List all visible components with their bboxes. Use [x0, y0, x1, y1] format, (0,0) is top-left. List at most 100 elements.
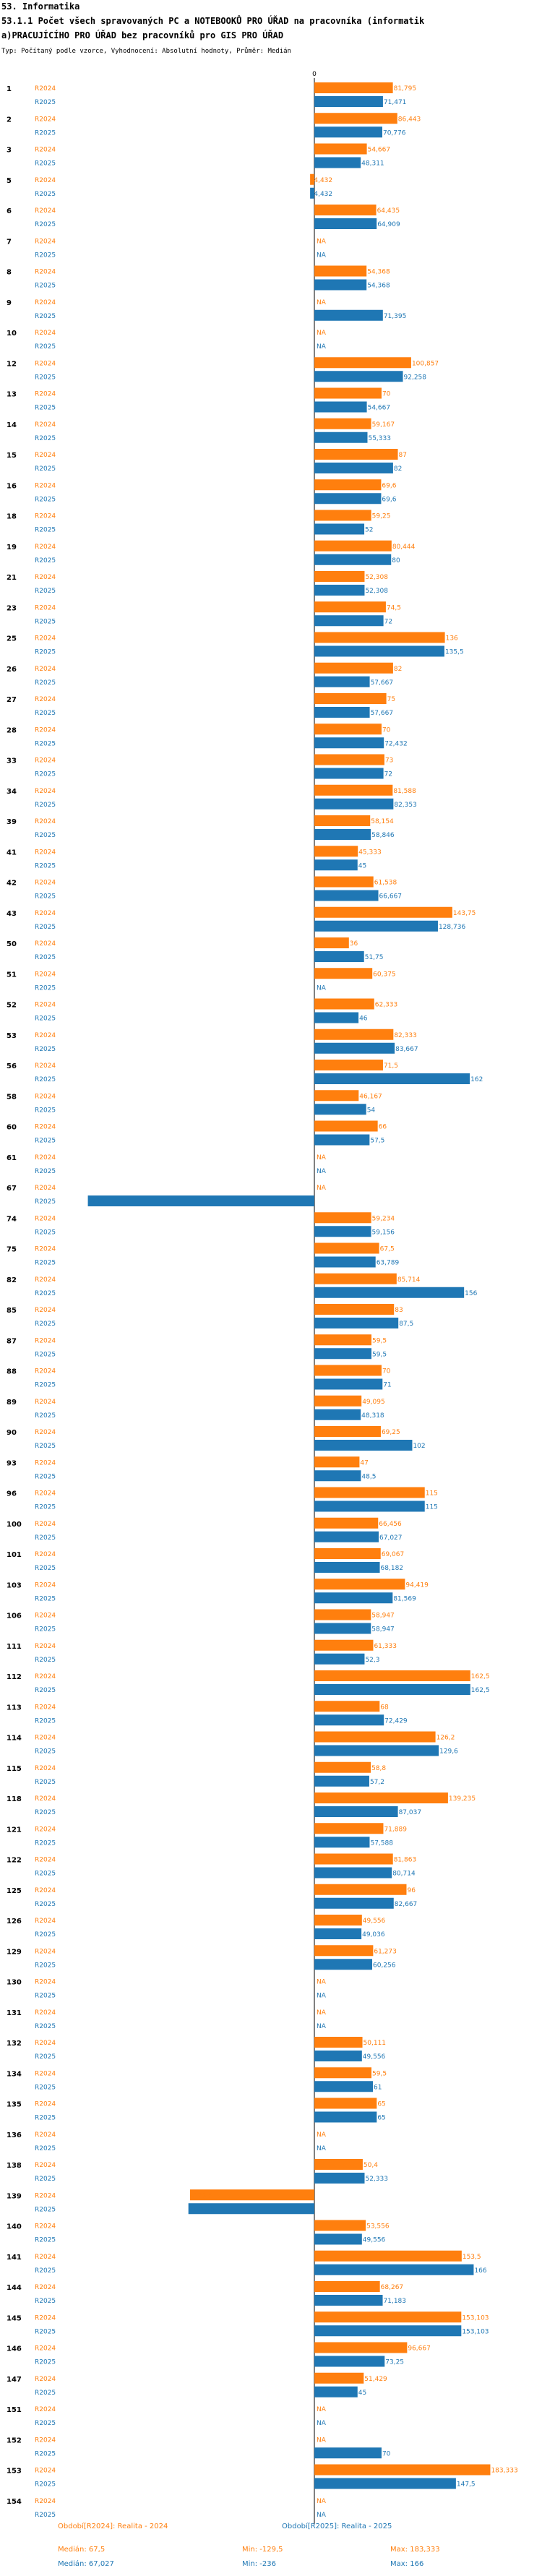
row-id-13: 13	[7, 391, 17, 399]
value-r2025-27: 57,667	[371, 710, 394, 717]
series-label-r2025: R2025	[35, 2481, 56, 2489]
value-r2024-113: 68	[380, 1704, 389, 1711]
series-label-r2024: R2024	[35, 482, 56, 489]
series-label-r2024: R2024	[35, 269, 56, 276]
series-label-r2024: R2024	[35, 2284, 56, 2291]
bar-r2024-100	[314, 1517, 379, 1529]
row-id-125: 125	[7, 1887, 22, 1895]
series-label-r2024: R2024	[35, 1826, 56, 1833]
value-r2024-112: 162,5	[471, 1673, 490, 1680]
value-r2024-67: NA	[317, 1185, 327, 1192]
series-label-r2025: R2025	[35, 649, 56, 656]
bar-r2024-141	[314, 2250, 462, 2262]
value-r2024-33: 73	[385, 757, 393, 765]
value-r2025-74: 59,156	[372, 1229, 395, 1236]
value-r2025-2: 70,776	[383, 129, 406, 137]
bar-r2025-74	[314, 1226, 371, 1237]
bar-r2024-33	[314, 754, 384, 765]
bar-r2024-144	[314, 2281, 380, 2292]
row-id-8: 8	[7, 269, 12, 277]
value-r2024-51: 60,375	[373, 971, 396, 978]
value-r2025-16: 69,6	[382, 496, 396, 503]
bar-r2025-23	[314, 615, 384, 627]
value-r2024-25: 136	[446, 635, 458, 643]
bar-r2024-60	[314, 1120, 378, 1132]
value-r2025-28: 72,432	[384, 740, 408, 747]
series-label-r2025: R2025	[35, 1962, 56, 1969]
value-r2025-151: NA	[317, 2420, 327, 2427]
value-r2025-144: 71,183	[384, 2298, 407, 2305]
value-r2025-154: NA	[317, 2512, 327, 2519]
bar-r2025-114	[314, 1745, 439, 1756]
value-r2025-1: 71,471	[384, 99, 407, 106]
bar-r2024-53	[314, 1029, 394, 1040]
series-label-r2025: R2025	[35, 1931, 56, 1939]
bar-r2025-141	[314, 2264, 474, 2275]
row-id-93: 93	[7, 1459, 17, 1467]
series-label-r2024: R2024	[35, 910, 56, 917]
series-label-r2025: R2025	[35, 1901, 56, 1908]
series-label-r2024: R2024	[35, 2131, 56, 2139]
bar-r2025-112	[314, 1684, 470, 1695]
series-label-r2025: R2025	[35, 954, 56, 961]
value-r2024-152: NA	[317, 2437, 327, 2444]
value-r2025-53: 83,667	[395, 1046, 418, 1053]
value-r2025-130: NA	[317, 1993, 327, 2000]
row-id-134: 134	[7, 2070, 22, 2078]
bar-r2025-5	[310, 187, 314, 199]
series-label-r2025: R2025	[35, 1657, 56, 1664]
row-id-140: 140	[7, 2223, 22, 2231]
series-label-r2024: R2024	[35, 635, 56, 643]
value-r2024-146: 96,667	[408, 2345, 431, 2353]
bar-r2025-96	[314, 1500, 425, 1512]
series-label-r2024: R2024	[35, 1979, 56, 1986]
value-r2024-89: 49,095	[362, 1399, 384, 1406]
series-label-r2025: R2025	[35, 99, 56, 106]
value-r2025-138: 52,333	[365, 2176, 388, 2183]
series-label-r2025: R2025	[35, 1290, 56, 1297]
value-r2025-43: 128,736	[439, 924, 465, 931]
value-r2024-75: 67,5	[380, 1246, 395, 1253]
series-label-r2025: R2025	[35, 771, 56, 778]
bar-r2025-115	[314, 1775, 369, 1787]
bar-r2025-139	[188, 2203, 314, 2215]
bar-r2025-129	[314, 1959, 373, 1970]
row-id-53: 53	[7, 1032, 17, 1040]
value-r2025-58: 54	[367, 1107, 376, 1114]
bar-r2025-53	[314, 1042, 395, 1054]
series-label-r2024: R2024	[35, 2498, 56, 2505]
value-r2024-42: 61,538	[374, 880, 397, 887]
row-id-114: 114	[7, 1735, 22, 1743]
series-label-r2025: R2025	[35, 1107, 56, 1114]
value-r2024-16: 69,6	[382, 482, 396, 489]
row-id-26: 26	[7, 666, 17, 674]
value-r2025-90: 102	[413, 1443, 425, 1450]
series-label-r2025: R2025	[35, 1473, 56, 1480]
bar-r2024-147	[314, 2372, 364, 2384]
row-id-14: 14	[7, 421, 17, 429]
series-label-r2024: R2024	[35, 2223, 56, 2231]
value-r2024-132: 50,111	[364, 2040, 386, 2047]
value-r2025-96: 115	[426, 1504, 438, 1511]
bar-r2025-60	[314, 1134, 370, 1146]
bar-r2025-100	[314, 1531, 379, 1542]
value-r2025-88: 71	[383, 1382, 391, 1389]
series-label-r2025: R2025	[35, 2328, 56, 2335]
bar-r2024-5	[310, 173, 314, 185]
bar-r2025-42	[314, 890, 379, 901]
bar-r2025-125	[314, 1897, 394, 1909]
bar-r2024-122	[314, 1853, 393, 1865]
value-r2025-141: 166	[474, 2267, 486, 2275]
series-label-r2025: R2025	[35, 2176, 56, 2183]
series-label-r2025: R2025	[35, 252, 56, 259]
value-r2025-6: 64,909	[377, 221, 400, 228]
row-id-106: 106	[7, 1613, 22, 1620]
series-label-r2025: R2025	[35, 1839, 56, 1847]
series-label-r2024: R2024	[35, 2070, 56, 2077]
bar-r2025-8	[314, 279, 367, 291]
bar-r2024-111	[314, 1639, 374, 1651]
bar-r2024-16	[314, 479, 382, 491]
series-label-r2025: R2025	[35, 1504, 56, 1511]
row-id-87: 87	[7, 1337, 17, 1345]
